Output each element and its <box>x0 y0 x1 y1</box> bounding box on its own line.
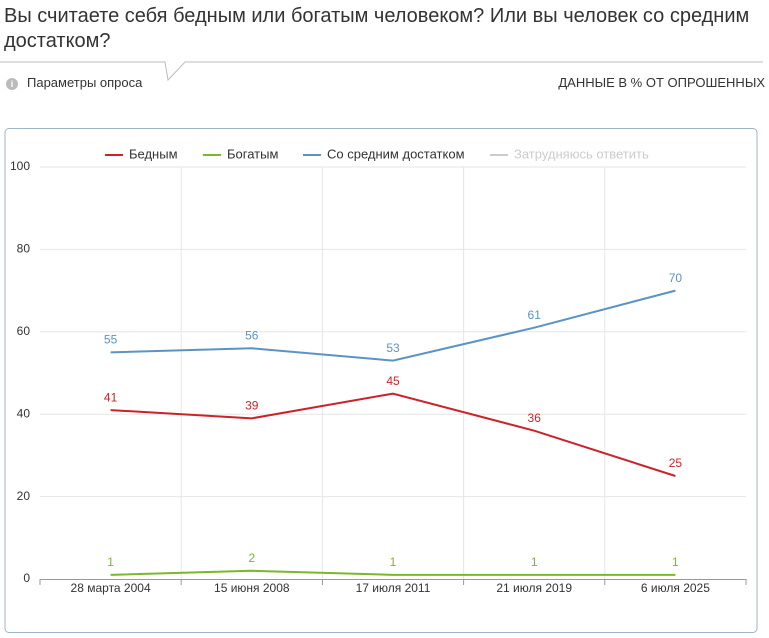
y-tick-label: 100 <box>10 159 30 173</box>
data-label: 1 <box>390 555 397 569</box>
data-label: 45 <box>386 374 400 388</box>
data-label: 36 <box>528 411 542 425</box>
data-label: 1 <box>107 555 114 569</box>
series-line <box>110 569 676 576</box>
header-rule <box>0 61 763 82</box>
y-tick-label: 40 <box>17 406 31 420</box>
y-tick-label: 20 <box>17 489 31 503</box>
data-label: 53 <box>386 341 400 355</box>
data-label: 25 <box>669 456 683 470</box>
info-icon-glyph: i <box>11 79 14 89</box>
info-icon[interactable] <box>6 78 18 90</box>
x-tick-label: 28 марта 2004 <box>71 581 151 595</box>
legend-label: Со средним достатком <box>327 146 465 161</box>
data-label: 39 <box>245 398 259 412</box>
x-tick-label: 17 июля 2011 <box>356 581 431 595</box>
data-label: 1 <box>672 555 679 569</box>
y-tick-label: 80 <box>17 242 31 256</box>
data-label: 41 <box>104 390 118 404</box>
x-tick-label: 21 июля 2019 <box>496 581 572 595</box>
series-line <box>110 392 676 477</box>
units-note: ДАННЫЕ В % ОТ ОПРОШЕННЫХ <box>558 75 765 90</box>
data-label: 55 <box>104 333 118 347</box>
y-tick-label: 0 <box>23 571 30 585</box>
page-title: Вы считаете себя бедным или богатым чело… <box>4 5 750 52</box>
x-tick-label: 15 июня 2008 <box>214 581 290 595</box>
y-tick-label: 60 <box>17 324 31 338</box>
x-tick-label: 6 июля 2025 <box>641 581 710 595</box>
legend-label: Бедным <box>129 146 178 161</box>
series-line <box>110 289 676 362</box>
data-label: 61 <box>528 308 542 322</box>
survey-params[interactable]: Параметры опроса <box>27 75 143 90</box>
legend-label: Затрудняюсь ответить <box>514 146 649 161</box>
data-label: 56 <box>245 328 259 342</box>
chart-frame <box>4 128 758 633</box>
data-label: 2 <box>248 551 255 565</box>
data-label: 70 <box>669 271 683 285</box>
legend-label: Богатым <box>227 146 278 161</box>
data-label: 1 <box>531 555 538 569</box>
